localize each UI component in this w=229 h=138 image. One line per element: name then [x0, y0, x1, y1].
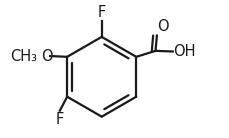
Text: CH₃: CH₃ [10, 49, 37, 64]
Text: OH: OH [173, 44, 195, 59]
Text: O: O [41, 49, 52, 64]
Text: F: F [97, 5, 105, 20]
Text: F: F [55, 112, 64, 127]
Text: O: O [157, 19, 168, 34]
